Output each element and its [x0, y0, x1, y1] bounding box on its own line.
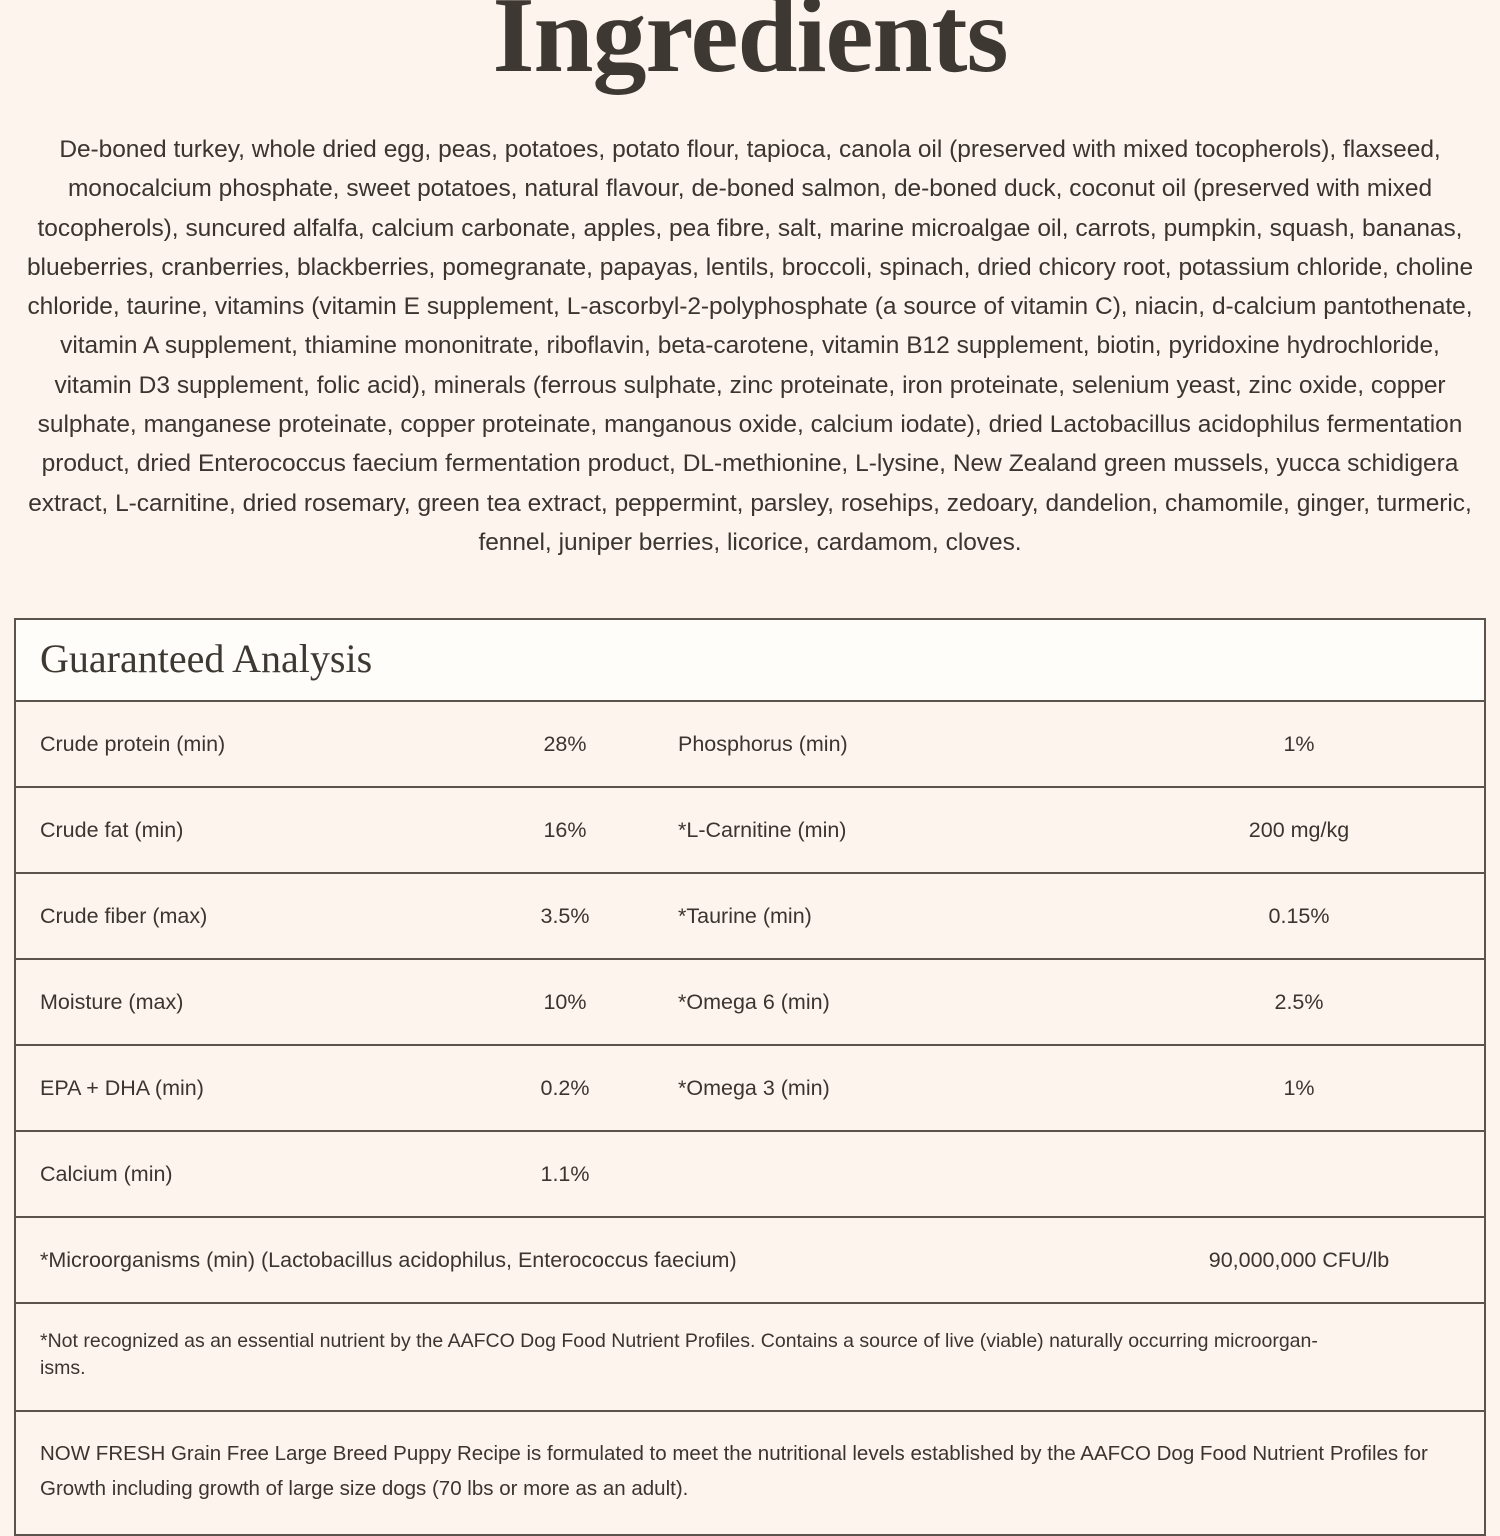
microorganisms-value: 90,000,000 CFU/lb — [1208, 1247, 1390, 1272]
nutrient-label-right: *Omega 3 (min) — [678, 1075, 830, 1100]
nutrient-label-left: Crude fat (min) — [40, 817, 184, 842]
page-title-container: Ingredients — [0, 0, 1500, 96]
nutrient-label-left: Moisture (max) — [40, 989, 184, 1014]
table-row: Crude fiber (max) 3.5% *Taurine (min) 0.… — [16, 874, 1484, 960]
nutrient-label-right: *Taurine (min) — [678, 903, 812, 928]
nutrient-label-right: *L-Carnitine (min) — [678, 817, 847, 842]
table-row: EPA + DHA (min) 0.2% *Omega 3 (min) 1% — [16, 1046, 1484, 1132]
nutrient-label-left: EPA + DHA (min) — [40, 1075, 204, 1100]
nutrient-label-left: Crude protein (min) — [40, 731, 226, 756]
nutrient-label-left: Crude fiber (max) — [40, 903, 208, 928]
nutrient-value-right: 200 mg/kg — [1248, 817, 1350, 842]
table-row: Calcium (min) 1.1% — [16, 1132, 1484, 1218]
nutrient-label-right: Phosphorus (min) — [678, 731, 848, 756]
microorganisms-row: *Microorganisms (min) (Lactobacillus aci… — [16, 1218, 1484, 1304]
nutrient-value-right: 1% — [1283, 731, 1315, 756]
nutrient-value-right: 2.5% — [1274, 989, 1324, 1014]
nutrient-value-left: 0.2% — [540, 1075, 590, 1100]
aafco-statement: NOW FRESH Grain Free Large Breed Puppy R… — [40, 1442, 1428, 1500]
asterisk-footnote: *Not recognized as an essential nutrient… — [16, 1304, 1484, 1412]
ingredients-paragraph: De-boned turkey, whole dried egg, peas, … — [26, 136, 1474, 556]
guaranteed-analysis-heading: Guaranteed Analysis — [40, 636, 373, 681]
microorganisms-label: *Microorganisms (min) (Lactobacillus aci… — [40, 1247, 737, 1272]
nutrient-label-left: Calcium (min) — [40, 1161, 173, 1186]
nutrient-value-left: 16% — [543, 817, 587, 842]
table-row: Crude protein (min) 28% Phosphorus (min)… — [16, 702, 1484, 788]
nutrient-value-left: 10% — [543, 989, 587, 1014]
nutrient-value-left: 1.1% — [540, 1161, 590, 1186]
guaranteed-analysis-header: Guaranteed Analysis — [16, 620, 1484, 702]
nutrient-value-left: 3.5% — [540, 903, 590, 928]
nutrient-value-right: 0.15% — [1268, 903, 1330, 928]
nutrient-label-right: *Omega 6 (min) — [678, 989, 830, 1014]
nutrient-value-right: 1% — [1283, 1075, 1315, 1100]
nutrient-value-left: 28% — [543, 731, 587, 756]
table-row: Crude fat (min) 16% *L-Carnitine (min) 2… — [16, 788, 1484, 874]
guaranteed-analysis-table: Guaranteed Analysis Crude protein (min) … — [14, 618, 1486, 1536]
page-title: Ingredients — [492, 0, 1008, 95]
table-row: Moisture (max) 10% *Omega 6 (min) 2.5% — [16, 960, 1484, 1046]
